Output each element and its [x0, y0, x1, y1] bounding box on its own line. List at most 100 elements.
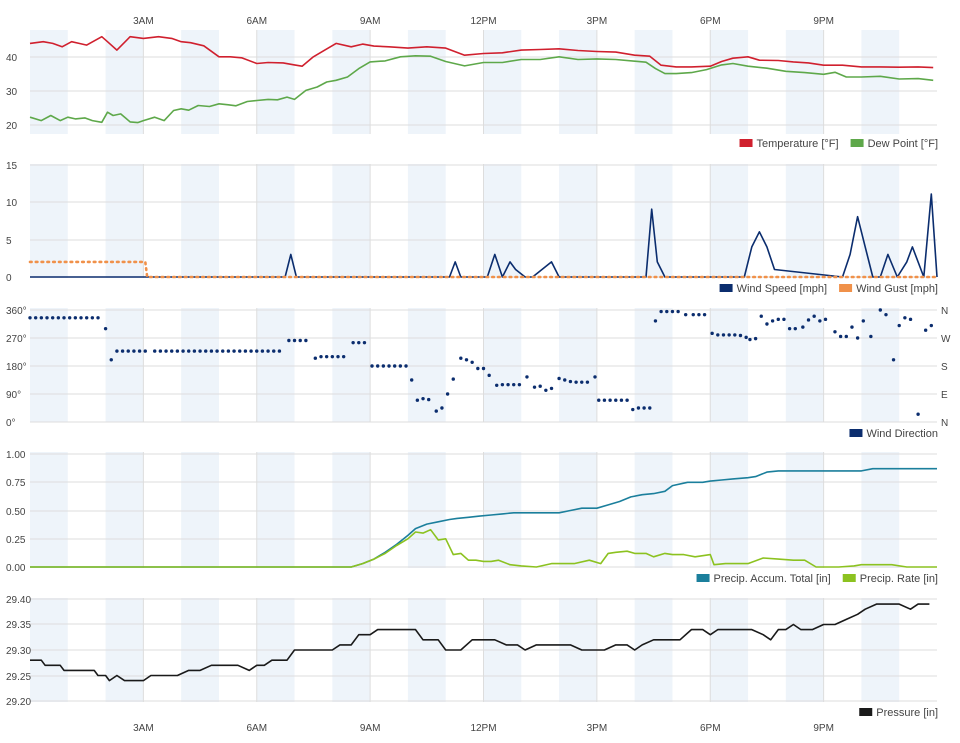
y-tick-label: 29.25: [6, 672, 31, 683]
wind-direction-point: [738, 333, 743, 338]
wind-direction-point: [801, 325, 805, 329]
wind-direction-point: [648, 406, 652, 410]
time-band: [634, 308, 673, 422]
wind-direction-point: [421, 396, 425, 401]
legend-label: Temperature [°F]: [757, 138, 839, 150]
legend-label: Precip. Accum. Total [in]: [714, 573, 831, 585]
wind-direction-point: [459, 356, 463, 360]
wind-direction-point: [362, 340, 367, 345]
legend-label: Wind Direction: [866, 428, 938, 440]
wind-direction-point: [470, 360, 474, 364]
time-band: [30, 164, 68, 278]
legend-item: Pressure [in]: [859, 707, 938, 719]
pressure-line: [30, 603, 930, 682]
legend-swatch: [850, 139, 864, 147]
time-band: [785, 308, 824, 422]
wind-direction-point: [929, 323, 934, 328]
legend-item: Temperature [°F]: [739, 138, 839, 150]
wind-direction-point: [260, 349, 265, 353]
wind-direction-point: [319, 354, 323, 359]
wind-direction-point: [563, 378, 567, 382]
wind-direction-point: [33, 316, 38, 320]
time-band: [785, 164, 824, 278]
wind-direction-point: [891, 358, 896, 362]
precipitation-panel: 0.00 0.25 0.50 0.75 1.00 Precip. Rate [in] Pre…: [6, 450, 938, 585]
wind-direction-point: [697, 312, 701, 317]
wind-speed-gust-panel: 0 5 10 15 Wind Gust [mph] Wind Speed [mph]: [6, 161, 939, 295]
time-band: [407, 308, 446, 422]
wind-direction-point: [158, 349, 163, 353]
wind-direction-point: [84, 316, 89, 320]
time-band: [861, 308, 900, 422]
wind-direction-point: [636, 406, 641, 410]
y-tick-label: 0.75: [6, 478, 26, 489]
bottom-axis-label: 9AM: [360, 723, 381, 734]
wind-direction-point: [79, 316, 83, 320]
dew-point-line: [29, 54, 934, 124]
wind-direction-point: [770, 319, 775, 323]
y-tick-label: 0: [6, 273, 12, 284]
time-band: [105, 308, 144, 422]
wind-direction-point: [727, 333, 731, 337]
wind-direction-point: [532, 385, 537, 389]
time-band: [861, 164, 900, 278]
wind-direction-point: [238, 349, 242, 353]
wind-direction-point: [525, 375, 529, 379]
wind-direction-point: [90, 316, 95, 320]
wind-direction-point: [255, 349, 259, 353]
wind-direction-point: [897, 323, 901, 328]
wind-direction-point: [585, 380, 590, 384]
time-band: [634, 30, 673, 134]
wind-direction-point: [137, 349, 142, 353]
compass-tick-label: N: [941, 306, 948, 317]
wind-direction-point: [642, 406, 646, 410]
wind-direction-point: [215, 349, 219, 353]
wind-direction-point: [716, 333, 720, 337]
wind-direction-point: [115, 349, 119, 353]
time-band: [785, 30, 824, 134]
time-band: [30, 452, 68, 568]
wind-direction-point: [744, 335, 748, 340]
wind-direction-point: [487, 373, 491, 378]
compass-tick-label: E: [941, 390, 948, 401]
wind-direction-point: [187, 349, 191, 353]
time-band: [256, 30, 295, 134]
wind-direction-point: [753, 336, 758, 341]
y-tick-label: 40: [6, 53, 18, 64]
wind-direction-point: [844, 334, 848, 339]
wind-direction-point: [330, 354, 335, 359]
time-band: [105, 164, 144, 278]
time-band: [785, 452, 824, 568]
y-tick-label: 10: [6, 198, 18, 209]
wind-direction-point: [357, 340, 361, 345]
time-band: [710, 452, 749, 568]
legend-item: Precip. Accum. Total [in]: [696, 573, 831, 585]
wind-direction-point: [838, 334, 843, 339]
wind-direction-point: [665, 309, 669, 314]
wind-direction-point: [392, 364, 397, 368]
legend-swatch: [739, 139, 753, 147]
legend-label: Precip. Rate [in]: [860, 573, 938, 585]
bottom-axis-label: 6PM: [700, 723, 721, 734]
wind-direction-point: [39, 316, 44, 320]
time-band: [483, 452, 522, 568]
time-band: [861, 452, 900, 568]
wind-direction-point: [759, 314, 763, 318]
y-tick-label: 29.40: [6, 595, 31, 606]
y-tick-label: 30: [6, 87, 18, 98]
pressure-panel: 29.20 29.25 29.30 29.35 29.40 Pressure [in]: [6, 595, 938, 719]
time-band: [483, 30, 522, 134]
wind-direction-point: [608, 398, 612, 402]
time-band: [407, 30, 446, 134]
wind-direction-point: [549, 386, 554, 391]
y-tick-label: 0.00: [6, 563, 26, 574]
compass-tick-label: S: [941, 362, 948, 373]
bottom-axis-label: 12PM: [470, 723, 496, 734]
wind-direction-point: [67, 316, 72, 320]
wind-direction-point: [164, 349, 168, 353]
y-tick-label: 0°: [6, 418, 16, 429]
wind-direction-point: [56, 316, 61, 320]
wind-direction-point: [440, 406, 444, 410]
wind-direction-point: [916, 412, 920, 416]
legend-item: Wind Speed [mph]: [719, 283, 827, 295]
